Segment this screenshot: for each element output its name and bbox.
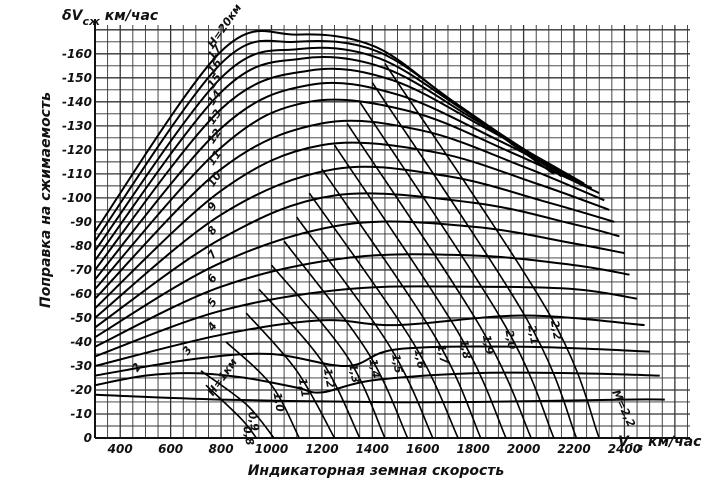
x-tick-label: 2200	[557, 442, 590, 456]
x-tick-label: 600	[158, 442, 183, 456]
altitude-curve-9	[94, 165, 615, 319]
y-tick-label: -60	[70, 287, 92, 301]
mach-label: 0,9	[245, 411, 261, 433]
x-tick-label: 1600	[406, 442, 439, 456]
mach-label: 1,1	[296, 377, 312, 398]
x-axis-label: Индикаторная земная скорость	[248, 463, 505, 479]
y-tick-label: -70	[70, 263, 92, 277]
mach-curve-2.2	[384, 62, 600, 439]
mach-label: 1,5	[389, 353, 405, 375]
mach-curve-1.7	[321, 168, 482, 439]
y-tick-label: -50	[70, 311, 92, 325]
y-tick-label: -130	[62, 119, 92, 133]
mach-curve-1.5	[296, 216, 434, 439]
altitude-curve-2	[94, 371, 660, 394]
altitude-curve-14	[94, 67, 585, 271]
altitude-curve-3	[94, 345, 650, 377]
mach-label: 1,9	[480, 334, 496, 356]
mach-curve-1.0	[225, 341, 300, 439]
x-tick-label: 2000	[507, 442, 540, 456]
altitude-label: 7	[205, 247, 220, 261]
altitude-curves	[94, 30, 665, 404]
altitude-label: 4	[204, 320, 220, 335]
altitude-curve-12	[94, 98, 600, 290]
altitude-curve-5	[94, 285, 638, 358]
altitude-curve-7	[94, 220, 625, 339]
mach-label: 0,8	[240, 425, 256, 447]
altitude-curve-4	[94, 314, 645, 367]
mach-label: 1,4	[366, 358, 382, 379]
mach-curve-0.8	[205, 384, 258, 439]
mach-curve-1.4	[283, 240, 409, 439]
y-tick-label: -160	[62, 47, 92, 61]
y-title: δVсж км/час	[62, 8, 159, 28]
x-tick-label: 800	[209, 442, 234, 456]
mach-curve-1.1	[245, 312, 336, 439]
y-tick-label: -10	[70, 407, 92, 421]
mach-label: 1,0	[271, 391, 287, 413]
altitude-curve-10	[94, 141, 610, 310]
mach-curve-1.2	[258, 288, 361, 439]
y-axis-label: Поправка на сжимаемость	[38, 92, 54, 308]
mach-curves	[200, 62, 600, 439]
x-tick-label: 400	[107, 442, 133, 456]
mach-label: 1,7	[434, 343, 450, 365]
y-tick-label: -110	[62, 167, 92, 181]
mach-curve-1.3	[270, 264, 386, 439]
mach-label: 1,8	[457, 339, 473, 361]
x-tick-label: 1000	[255, 442, 288, 456]
altitude-label: 2	[129, 360, 144, 374]
altitude-label: 8	[205, 223, 220, 237]
altitude-curve-Н=1км	[94, 393, 665, 404]
y-tick-label: -140	[62, 95, 92, 109]
altitude-curve-8	[94, 192, 620, 329]
mach-label: 1,6	[412, 348, 428, 370]
mach-curve-1.8	[333, 144, 507, 439]
y-tick-label: -100	[62, 191, 92, 205]
altitude-label: 9	[205, 199, 220, 213]
altitude-curve-17	[94, 39, 562, 242]
grid	[94, 19, 690, 439]
y-tick-label: -40	[70, 335, 92, 349]
mach-label: 2,0	[502, 329, 518, 351]
y-tick-label: -150	[62, 71, 92, 85]
tick-labels: 400 600 800 1000 1200 1400 1600 1800 2000 2200 240…	[62, 47, 641, 456]
mach-label: 1,2	[321, 367, 337, 389]
mach-label: 2,2	[548, 319, 564, 341]
y-tick-label: -90	[70, 215, 92, 229]
altitude-label: 5	[205, 295, 220, 309]
mach-curve-0.9	[200, 370, 275, 439]
x-tick-label: 1400	[356, 442, 389, 456]
altitude-curve-15	[94, 56, 578, 261]
altitude-curve-6	[94, 253, 630, 348]
mach-label: 2,1	[525, 324, 541, 345]
altitude-label: Н=20км	[205, 2, 244, 51]
x-tick-label: 1200	[305, 442, 338, 456]
mach-label: 1,3	[346, 363, 362, 385]
mach-curve-2.1	[371, 82, 578, 439]
y-tick-label: -30	[70, 359, 92, 373]
altitude-label: 6	[205, 271, 220, 285]
x-tick-label: 2400	[608, 442, 641, 456]
y-tick-label: 0	[84, 431, 92, 445]
altitude-curve-11	[94, 119, 605, 300]
x-tick-label: 1800	[456, 442, 489, 456]
mach-annotation: М=2,2	[609, 388, 638, 430]
y-tick-label: -80	[70, 239, 92, 253]
altitude-curve-13	[94, 81, 593, 281]
x-title: Vi.з км/час	[618, 434, 702, 454]
y-tick-label: -120	[62, 143, 92, 157]
mach-curve-1.6	[308, 192, 459, 439]
mach-curve-2.0	[359, 101, 555, 439]
altitude-curve-Н=20км	[94, 30, 555, 233]
y-tick-label: -20	[70, 383, 92, 397]
altitude-label: 3	[180, 343, 195, 357]
mach-curve-1.9	[346, 122, 532, 439]
